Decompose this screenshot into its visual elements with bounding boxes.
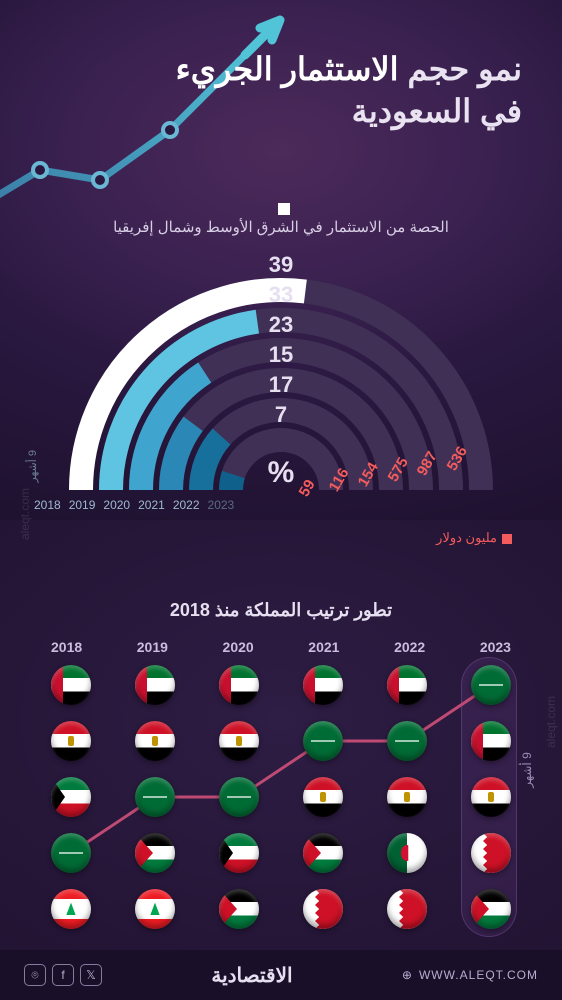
flag-ksa [387,721,427,761]
flag-uae [303,665,343,705]
flag-leb [51,889,91,929]
flag-egy [219,721,259,761]
flag-ksa [51,833,91,873]
flag-jor [303,833,343,873]
flag-bah [471,833,511,873]
flag-grid [51,665,511,929]
title-line2: في السعودية [176,92,522,130]
footer-url[interactable]: WWW.ALEQT.COM [402,968,538,982]
legend-white-square [278,203,290,215]
flag-ksa [471,665,511,705]
flag-uae [387,665,427,705]
title: نمو حجم الاستثمار الجريء في السعودية [176,50,522,130]
dollar-labels: 59 116154575987536 [0,250,500,550]
flag-egy [471,777,511,817]
flag-jor [135,833,175,873]
flag-kuw [219,833,259,873]
flag-bah [387,889,427,929]
x-icon[interactable]: 𝕏 [80,964,102,986]
subtitle: الحصة من الاستثمار في الشرق الأوسط وشمال… [0,200,562,236]
flag-uae [471,721,511,761]
footer: ⌾ f 𝕏 الاقتصادية WWW.ALEQT.COM [0,950,562,1000]
title-line1-accent: الاستثمار الجريء [176,51,399,87]
flag-leb [135,889,175,929]
facebook-icon[interactable]: f [52,964,74,986]
flag-ksa [135,777,175,817]
flag-ksa [219,777,259,817]
dollar-2020: 154 [355,459,382,489]
flag-egy [135,721,175,761]
ranking-title: تطور ترتيب المملكة منذ 2018 [0,600,562,621]
radial-chart: 39332315177 % 202320222021202020192018 9… [0,250,562,570]
dollar-2023: 536 [444,444,471,474]
rank-row-5 [51,889,511,929]
rank-year-2023: 2023 [480,639,511,655]
ranking-years: 2018 2019 2020 2021 2022 2023 [51,639,511,655]
flag-uae [219,665,259,705]
rank-row-4 [51,833,511,873]
rank-row-1 [51,665,511,705]
rank-row-2 [51,721,511,761]
title-line1-prefix: نمو حجم [407,51,522,87]
rank-year-2021: 2021 [308,639,339,655]
nine-months-col: 9 أشهر [520,752,534,788]
flag-ksa [303,721,343,761]
flag-alg [387,833,427,873]
flag-jor [219,889,259,929]
dollar-2021: 575 [384,454,411,484]
flag-kuw [51,777,91,817]
rank-year-2022: 2022 [394,639,425,655]
flag-egy [51,721,91,761]
watermark-left: aleqt.com [18,488,32,540]
flag-uae [51,665,91,705]
legend-million-dollar: مليون دولار [436,530,512,546]
flag-jor [471,889,511,929]
rank-row-3 [51,777,511,817]
rank-year-2018: 2018 [51,639,82,655]
flag-bah [303,889,343,929]
rank-year-2020: 2020 [223,639,254,655]
flag-egy [303,777,343,817]
flag-uae [135,665,175,705]
dollar-2022: 987 [414,449,441,479]
dollar-2019: 116 [325,465,352,494]
footer-socials: ⌾ f 𝕏 [24,964,102,986]
rank-year-2019: 2019 [137,639,168,655]
dollar-2018: 59 [296,477,319,500]
subtitle-text: الحصة من الاستثمار في الشرق الأوسط وشمال… [0,218,562,236]
ranking-section: تطور ترتيب المملكة منذ 2018 2018 2019 2020… [0,600,562,945]
flag-egy [387,777,427,817]
instagram-icon[interactable]: ⌾ [24,964,46,986]
footer-brand: الاقتصادية [211,963,292,988]
